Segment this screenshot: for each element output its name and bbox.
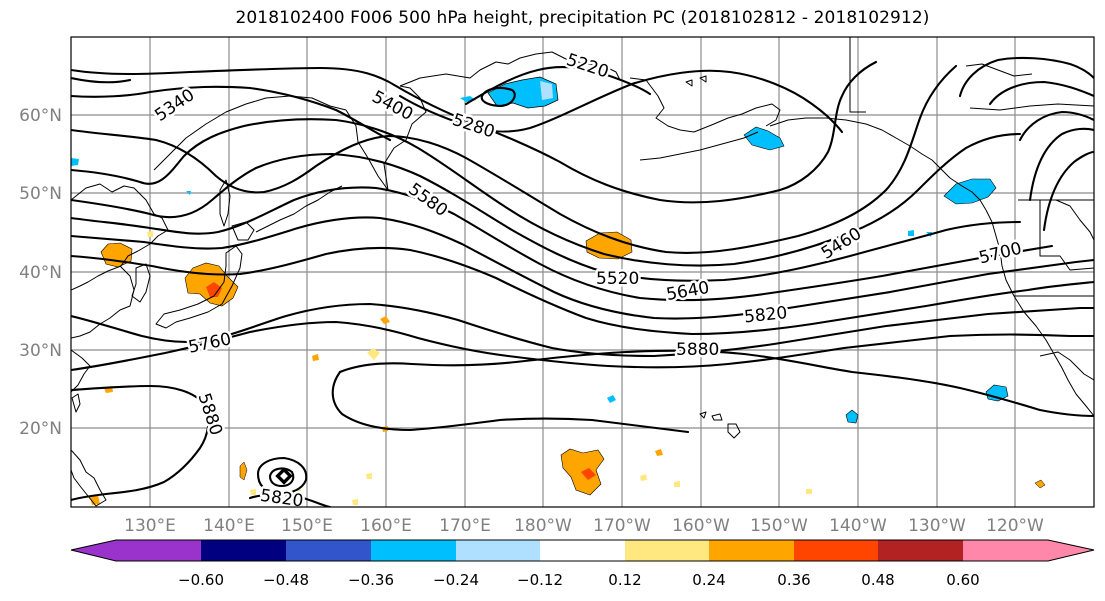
lat-axis: 60°N 50°N 40°N 30°N 20°N xyxy=(19,106,62,439)
colorbar-tick-label: −0.60 xyxy=(178,571,224,589)
colorbar-extend-max xyxy=(963,540,1094,561)
contour-label: 5520 xyxy=(596,269,639,289)
colorbar-tick-label: 0.12 xyxy=(608,571,641,589)
colorbar-segment xyxy=(286,540,371,561)
map-frame xyxy=(70,36,1095,508)
precipitation-shading xyxy=(71,76,1046,505)
colorbar-tick-label: 0.24 xyxy=(692,571,725,589)
lon-tick-label: 140°W xyxy=(829,516,887,536)
lon-tick-label: 170°E xyxy=(439,516,491,536)
contour-label: 5880 xyxy=(676,340,719,360)
colorbar-segment xyxy=(456,540,540,561)
lon-tick-label: 130°E xyxy=(124,516,176,536)
colorbar-tick-label: 0.36 xyxy=(777,571,810,589)
colorbar-segment xyxy=(371,540,456,561)
lon-tick-label: 120°W xyxy=(986,516,1044,536)
colorbar-tick-label: 0.48 xyxy=(861,571,894,589)
lon-tick-label: 160°E xyxy=(360,516,412,536)
colorbar-tick-label: −0.36 xyxy=(348,571,394,589)
colorbar: −0.60 −0.48 −0.36 −0.24 −0.12 0.12 0.24 … xyxy=(70,539,1095,589)
colorbar-extend-min xyxy=(71,540,201,561)
lon-tick-label: 140°E xyxy=(203,516,255,536)
coastlines xyxy=(71,37,1094,507)
colorbar-tick-label: −0.48 xyxy=(263,571,309,589)
lon-tick-label: 130°W xyxy=(908,516,966,536)
lat-tick-label: 30°N xyxy=(19,341,62,361)
lon-tick-label: 180°W xyxy=(514,516,572,536)
colorbar-tick-label: −0.12 xyxy=(517,571,563,589)
map-title: 2018102400 F006 500 hPa height, precipit… xyxy=(235,8,930,28)
lat-tick-label: 50°N xyxy=(19,184,62,204)
colorbar-segment xyxy=(625,540,709,561)
colorbar-segment xyxy=(540,540,625,561)
lat-tick-label: 60°N xyxy=(19,106,62,126)
colorbar-segment xyxy=(794,540,878,561)
colorbar-tick-label: −0.24 xyxy=(433,571,479,589)
colorbar-segment xyxy=(201,540,286,561)
colorbar-segment xyxy=(878,540,963,561)
colorbar-tick-label: 0.60 xyxy=(946,571,979,589)
colorbar-segment xyxy=(709,540,794,561)
lat-tick-label: 40°N xyxy=(19,263,62,283)
lon-tick-label: 150°E xyxy=(281,516,333,536)
lon-tick-label: 150°W xyxy=(750,516,808,536)
graticule xyxy=(71,37,1094,507)
lon-axis: 130°E 140°E 150°E 160°E 170°E 180°W 170°… xyxy=(124,516,1044,536)
lon-tick-label: 160°W xyxy=(672,516,730,536)
lat-tick-label: 20°N xyxy=(19,419,62,439)
height-contours xyxy=(71,56,1094,507)
colorbar-outline xyxy=(70,539,1095,562)
lon-tick-label: 170°W xyxy=(593,516,651,536)
